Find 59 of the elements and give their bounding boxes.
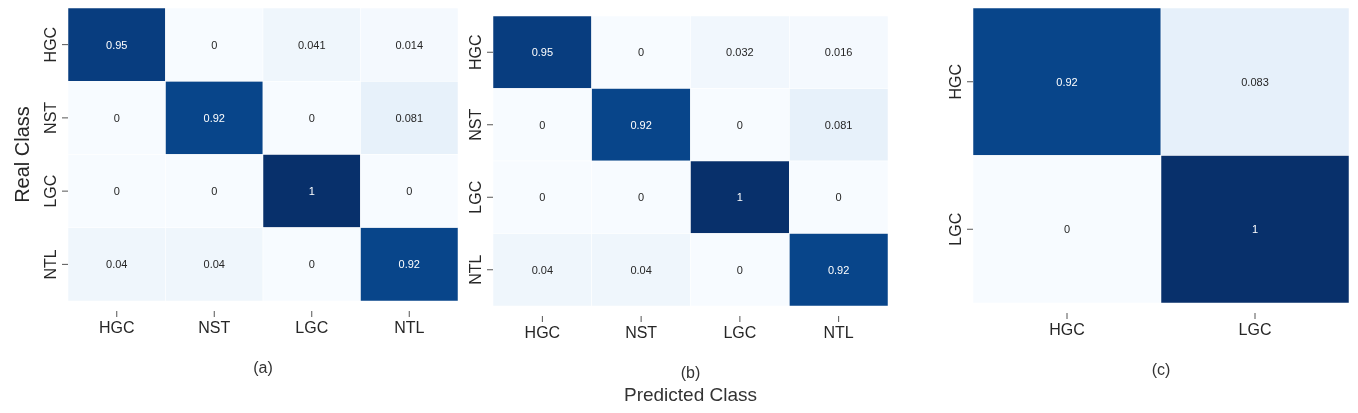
data-label: 0: [308, 258, 315, 271]
x-tick-label: NTL: [823, 324, 854, 341]
data-label: 0: [211, 38, 218, 51]
data-label: 0.04: [106, 258, 128, 271]
text: (b): [679, 364, 702, 382]
data-label: 0: [638, 191, 645, 204]
x-tick-label: LGC: [723, 324, 757, 341]
data-label: 0.081: [395, 111, 424, 124]
x-tick-label: HGC: [1049, 321, 1085, 338]
data-label: 0: [539, 191, 546, 204]
data-label: 0: [113, 185, 120, 198]
data-label: 0: [406, 185, 413, 198]
data-label: 1: [1251, 223, 1259, 236]
x-tick-label: HGC: [98, 319, 135, 336]
data-label: 0: [539, 118, 546, 131]
y-tick-label: NST: [467, 108, 484, 141]
data-label: 0.92: [630, 118, 652, 131]
x-tick-label: HGC: [524, 324, 561, 341]
data-label: 1: [736, 191, 743, 204]
y-tick-label: NTL: [42, 249, 59, 280]
data-label: 0.92: [203, 111, 225, 124]
y-axis-title: Real Class: [11, 106, 33, 203]
y-tick-label: LGC: [467, 180, 484, 214]
data-label: 0.92: [398, 258, 420, 271]
y-tick-label: HGC: [42, 26, 59, 63]
data-label: 0.083: [1241, 75, 1269, 88]
y-tick-label: NST: [42, 101, 59, 134]
data-label: 0.032: [726, 46, 754, 59]
data-label: 0: [211, 185, 218, 198]
data-label: 0.04: [630, 263, 652, 276]
data-label: 0.95: [531, 46, 554, 59]
y-tick-label: NTL: [467, 254, 484, 285]
data-label: 0.016: [824, 46, 853, 59]
data-label: 0: [736, 263, 743, 276]
data-label: 0: [638, 46, 645, 59]
data-label: 0: [308, 111, 315, 124]
data-label: 0: [835, 191, 842, 204]
data-label: 0.081: [824, 118, 853, 131]
x-tick-label: NTL: [394, 319, 425, 336]
text: (a): [252, 359, 274, 377]
y-tick-label: LGC: [42, 174, 59, 208]
data-label: 0.041: [297, 38, 326, 51]
data-label: 0.92: [1056, 75, 1078, 88]
x-tick-label: NST: [198, 319, 231, 336]
data-label: 0: [1063, 223, 1071, 236]
data-label: 0.04: [203, 258, 225, 271]
x-axis-title: Predicted Class: [622, 384, 759, 406]
data-label: 0.04: [531, 263, 554, 276]
data-label: 0: [113, 111, 120, 124]
data-label: 0: [736, 118, 743, 131]
data-label: 0.95: [106, 38, 128, 51]
data-label: 1: [308, 185, 315, 198]
x-tick-label: LGC: [1238, 321, 1272, 338]
x-tick-label: NST: [625, 324, 658, 341]
data-label: 0.014: [395, 38, 424, 51]
data-label: 0.92: [827, 263, 850, 276]
x-tick-label: LGC: [295, 319, 329, 336]
annotation: (c): [1150, 361, 1172, 379]
y-tick-label: HGC: [467, 34, 484, 71]
